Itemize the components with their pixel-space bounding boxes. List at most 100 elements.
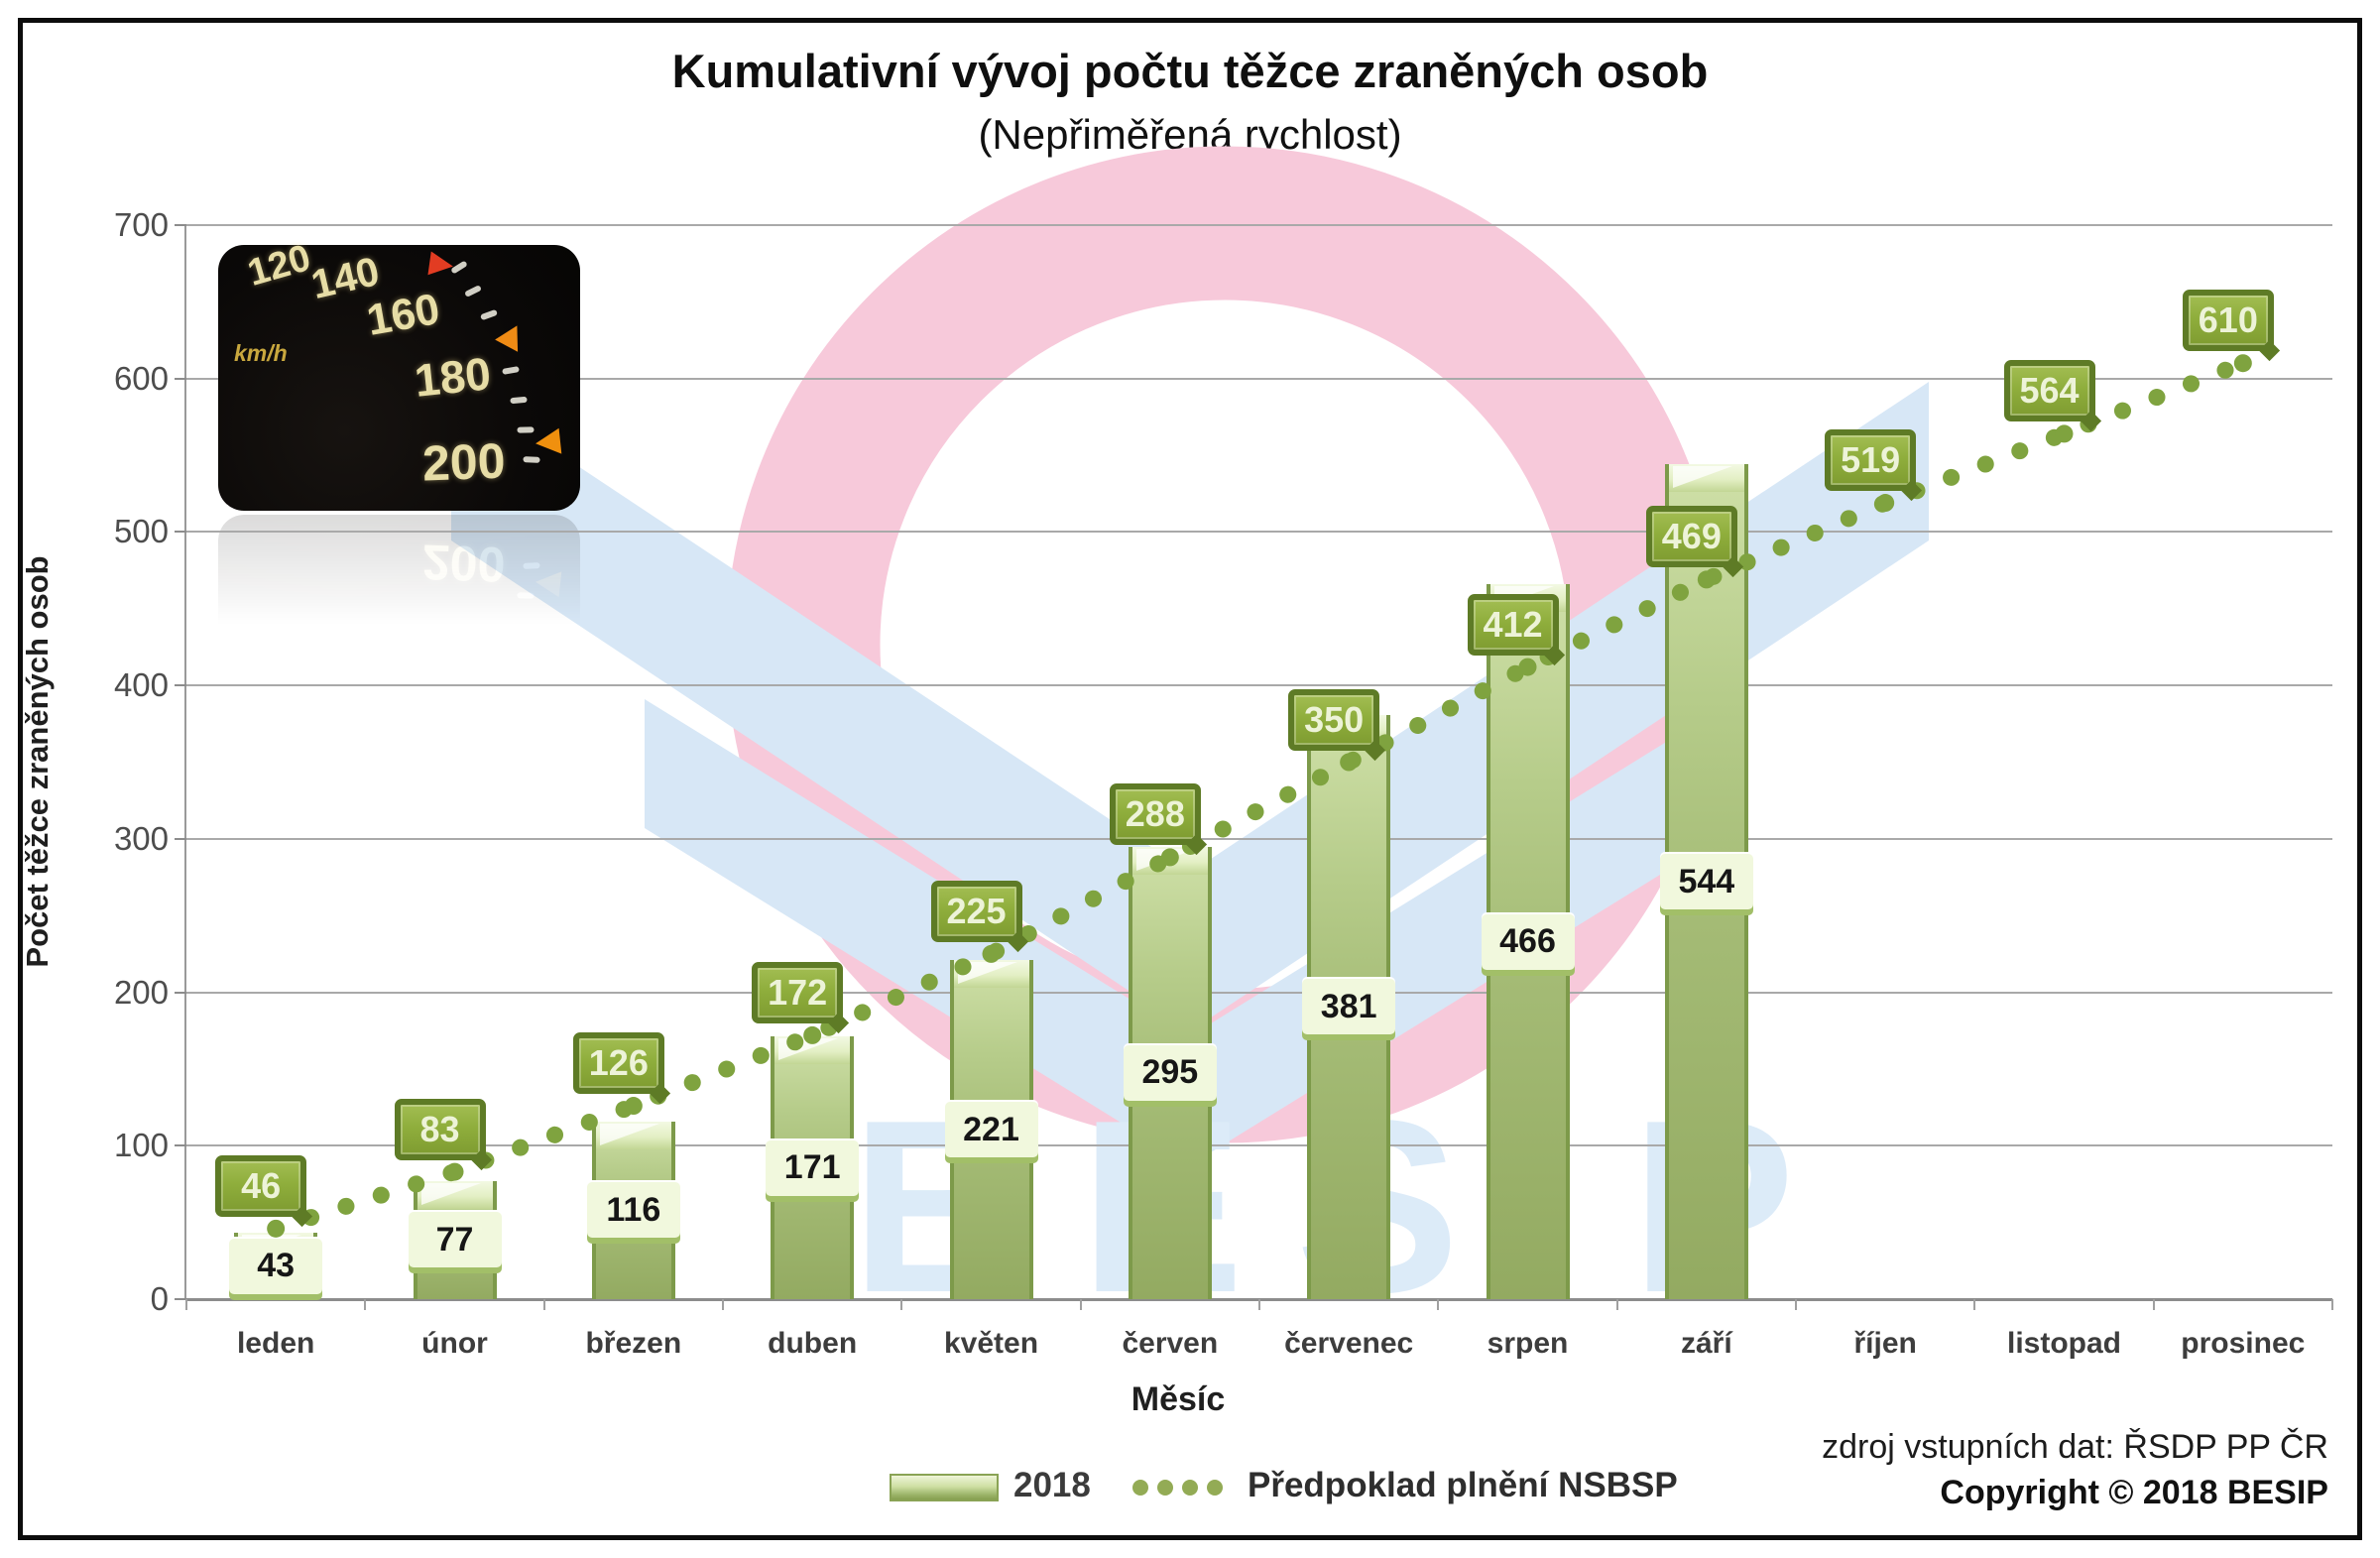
x-axis-tick-mark [1258,1299,1260,1310]
bar-value-label: 221 [944,1102,1038,1158]
speedometer-number: 200 [421,432,507,492]
x-axis-month-label: listopad [2006,1327,2121,1360]
y-axis-tick-label: 500 [113,513,169,550]
legend-dot-icon [1182,1480,1198,1496]
x-axis-tick-mark [364,1299,367,1310]
bar-2018: 466 [1481,584,1575,1299]
bar-shine-highlight [957,962,1017,985]
bar-shine-highlight [420,1182,481,1205]
x-axis-tick-mark [722,1299,724,1310]
speedometer-number: 120 [243,237,315,295]
bar-value-label: 295 [1123,1044,1217,1101]
x-axis-month-label: duben [768,1327,858,1360]
y-axis-tick-label: 0 [150,1280,169,1317]
speedometer-orange-marker-icon [495,319,529,352]
x-axis-tick-mark [542,1299,545,1310]
bar-2018: 43 [229,1233,323,1299]
y-axis-tick-label: 200 [113,973,169,1011]
forecast-value-callout: 225 [930,880,1022,942]
chart-title: Kumulativní vývoj počtu těžce zraněných … [671,45,1709,97]
gridline [186,531,2332,534]
legend-label-nsbsp: Předpoklad plnění NSBSP [1248,1466,1678,1504]
bar-2018: 544 [1659,464,1753,1299]
bar-value-label: 116 [586,1182,680,1239]
speedometer-image: 120 140 160 180 200 km/h [218,237,580,511]
y-axis-tick-mark [175,531,186,534]
speedometer-tick-mark [479,308,499,321]
x-axis-tick-mark [2152,1299,2155,1310]
gridline [186,991,2332,994]
y-axis-tick-label: 400 [113,666,169,704]
bar-value-label: 381 [1302,979,1396,1035]
bar-value-label: 544 [1659,854,1753,910]
forecast-value-callout: 83 [394,1098,486,1160]
x-axis-month-label: říjen [1853,1327,1917,1360]
forecast-value-callout: 350 [1288,688,1380,751]
forecast-value-callout: 469 [1645,506,1737,568]
x-axis-tick-mark [1615,1299,1618,1310]
x-axis-tick-mark [1437,1299,1440,1310]
bar-2018: 116 [586,1121,680,1299]
bar-shine-highlight [1672,466,1732,489]
speedometer-red-marker-icon [427,251,455,279]
copyright-text: Copyright © 2018 BESIP [1940,1474,2328,1511]
bar-value-label: 43 [229,1238,323,1294]
bar-value-label: 171 [766,1139,860,1196]
outer-border [18,18,2362,1540]
bar-2018: 295 [1123,846,1217,1299]
forecast-value-callout: 519 [1825,429,1917,492]
legend-dot-icon [1132,1480,1148,1496]
speedometer-unit-label: km/h [234,340,288,366]
x-axis-month-label: srpen [1487,1327,1569,1360]
forecast-value-callout: 126 [572,1032,664,1095]
y-axis-tick-mark [175,991,186,994]
y-axis-tick-mark [175,377,186,380]
data-source-text: zdroj vstupních dat: ŘSDP PP ČR [1822,1428,2328,1466]
x-axis-title: Měsíc [1130,1380,1226,1418]
x-axis-tick-mark [185,1299,187,1310]
x-axis-month-label: prosinec [2181,1327,2306,1360]
x-axis-month-label: červen [1122,1327,1219,1360]
x-axis-tick-mark [1795,1299,1797,1310]
legend-dot-icon [1157,1480,1173,1496]
x-axis-tick-mark [2331,1299,2333,1310]
y-axis-tick-label: 700 [113,206,169,243]
x-axis-month-label: květen [943,1327,1039,1360]
x-axis-month-label: leden [236,1327,315,1360]
forecast-value-callout: 610 [2182,290,2274,352]
speedometer-tick-mark [464,285,482,298]
x-axis-tick-mark [1973,1299,1976,1310]
y-axis-tick-mark [175,1298,186,1300]
legend-bar-swatch [890,1474,999,1501]
forecast-value-callout: 172 [752,961,844,1023]
y-axis-tick-mark [175,224,186,226]
gridline [186,1144,2332,1147]
speedometer-orange-marker-icon [534,427,562,457]
y-axis-tick-mark [175,837,186,840]
speedometer-tick-mark [517,426,535,433]
bar-value-label: 466 [1481,913,1575,970]
gridline [186,224,2332,226]
x-axis-month-label: září [1680,1327,1732,1360]
speedometer-tick-mark [523,456,540,463]
bar-2018: 221 [944,960,1038,1299]
bar-shine-highlight [599,1123,659,1145]
x-axis-tick-mark [1079,1299,1082,1310]
speedometer-tick-mark [510,396,528,405]
gridline [186,684,2332,687]
legend-label-2018: 2018 [1013,1466,1091,1504]
bar-value-label: 77 [408,1212,502,1268]
y-axis-line [184,225,186,1299]
bar-2018: 77 [408,1180,502,1299]
speedometer-number: 180 [412,347,494,407]
y-axis-tick-label: 300 [113,819,169,857]
y-axis-tick-mark [175,684,186,687]
forecast-value-callout: 564 [2003,360,2095,422]
speedometer-tick-mark [502,366,520,375]
legend-dots-swatch [1132,1480,1223,1496]
forecast-value-callout: 46 [215,1154,307,1217]
legend: 2018 Předpoklad plnění NSBSP [0,1464,2380,1523]
legend-dot-icon [1207,1480,1223,1496]
